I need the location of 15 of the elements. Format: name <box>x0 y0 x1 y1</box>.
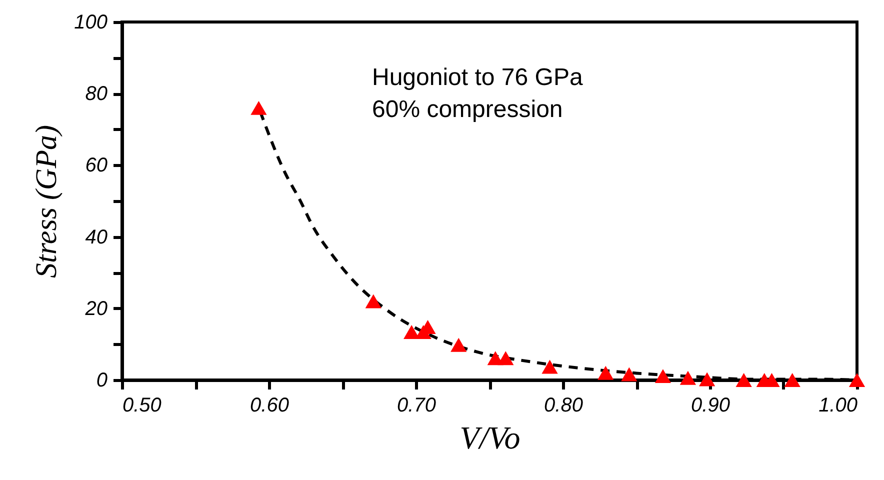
x-tick-label: 0.60 <box>250 394 289 416</box>
x-tick-label: 0.70 <box>397 394 436 416</box>
x-tick-label: 0.80 <box>544 394 583 416</box>
y-tick-label: 80 <box>85 83 108 106</box>
y-axis-title: Stress (GPa) <box>30 124 64 278</box>
annotation: Hugoniot to 76 GPa 60% compression <box>372 64 584 123</box>
x-tick-label: 0.50 <box>122 394 162 416</box>
y-tick-label: 40 <box>85 226 108 248</box>
x-axis-title: V/Vo <box>460 420 520 456</box>
y-tick-label: 60 <box>85 154 108 177</box>
x-tick-label: 1.00 <box>818 394 858 416</box>
y-tick-label: 20 <box>84 298 108 320</box>
x-tick-label: 0.90 <box>691 394 730 416</box>
y-tick-label: 0 <box>96 370 108 392</box>
y-tick-label: 100 <box>74 12 108 34</box>
